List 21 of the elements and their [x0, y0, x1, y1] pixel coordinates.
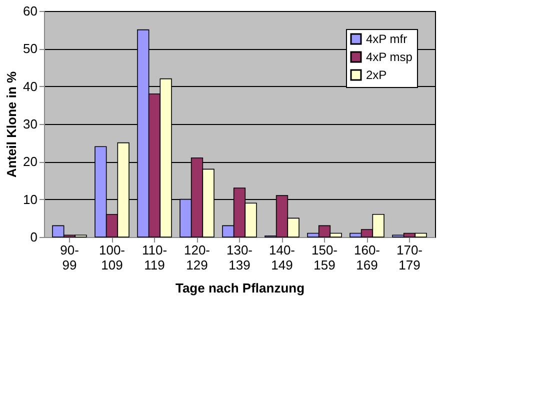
x-tick-label: 160-169	[354, 242, 380, 272]
y-tick-label: 20	[23, 154, 38, 170]
y-axis-title: Anteil Klone in %	[4, 70, 20, 178]
x-tick-label: 150-159	[311, 242, 338, 272]
x-tick-label: 100-109	[98, 242, 126, 272]
y-tick-label: 10	[23, 192, 38, 207]
x-tick-label: 140-149	[268, 242, 296, 272]
x-axis-title: Tage nach Pflanzung	[175, 280, 305, 296]
y-tick-label: 60	[23, 4, 38, 18]
y-tick-label: 0	[30, 230, 38, 244]
legend-label: 4xP msp	[366, 50, 413, 64]
y-tick-label: 30	[23, 116, 38, 132]
y-tick-label: 40	[23, 78, 38, 94]
x-tick-label: 110-119	[142, 242, 168, 272]
x-tick-label: 90-99	[60, 242, 79, 272]
legend-label: 4xP mfr	[366, 32, 408, 46]
y-tick-label: 50	[23, 41, 38, 56]
legend-label: 2xP	[366, 68, 387, 82]
x-tick-label: 170-179	[396, 242, 423, 272]
x-tick-label: 120-129	[184, 242, 210, 272]
x-tick-label: 130-139	[226, 242, 253, 272]
